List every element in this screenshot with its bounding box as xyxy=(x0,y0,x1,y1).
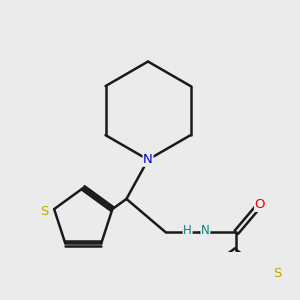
Text: S: S xyxy=(273,266,281,280)
Text: H: H xyxy=(183,224,192,237)
Text: N: N xyxy=(201,224,210,237)
Text: N: N xyxy=(143,153,153,166)
Text: S: S xyxy=(40,205,48,218)
Text: O: O xyxy=(255,198,265,211)
